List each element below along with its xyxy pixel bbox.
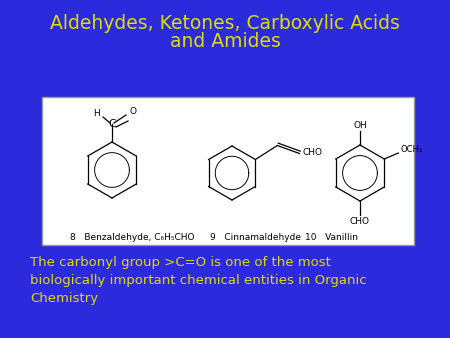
Text: OCH₃: OCH₃ (400, 145, 423, 154)
Text: CHO: CHO (302, 148, 322, 157)
Text: Aldehydes, Ketones, Carboxylic Acids: Aldehydes, Ketones, Carboxylic Acids (50, 14, 400, 33)
Text: 9   Cinnamaldehyde: 9 Cinnamaldehyde (210, 234, 301, 242)
Text: H: H (93, 110, 99, 119)
Text: OH: OH (353, 121, 367, 129)
Bar (42, 97, 414, 245)
Text: C: C (108, 119, 116, 129)
Text: The carbonyl group >C=O is one of the most
biologically important chemical entit: The carbonyl group >C=O is one of the mo… (30, 256, 367, 305)
Text: 10   Vanillin: 10 Vanillin (305, 234, 358, 242)
Text: 8   Benzaldehyde, C₆H₅CHO: 8 Benzaldehyde, C₆H₅CHO (70, 234, 194, 242)
Text: CHO: CHO (350, 217, 370, 225)
Text: and Amides: and Amides (170, 32, 280, 51)
Text: O: O (130, 106, 136, 116)
